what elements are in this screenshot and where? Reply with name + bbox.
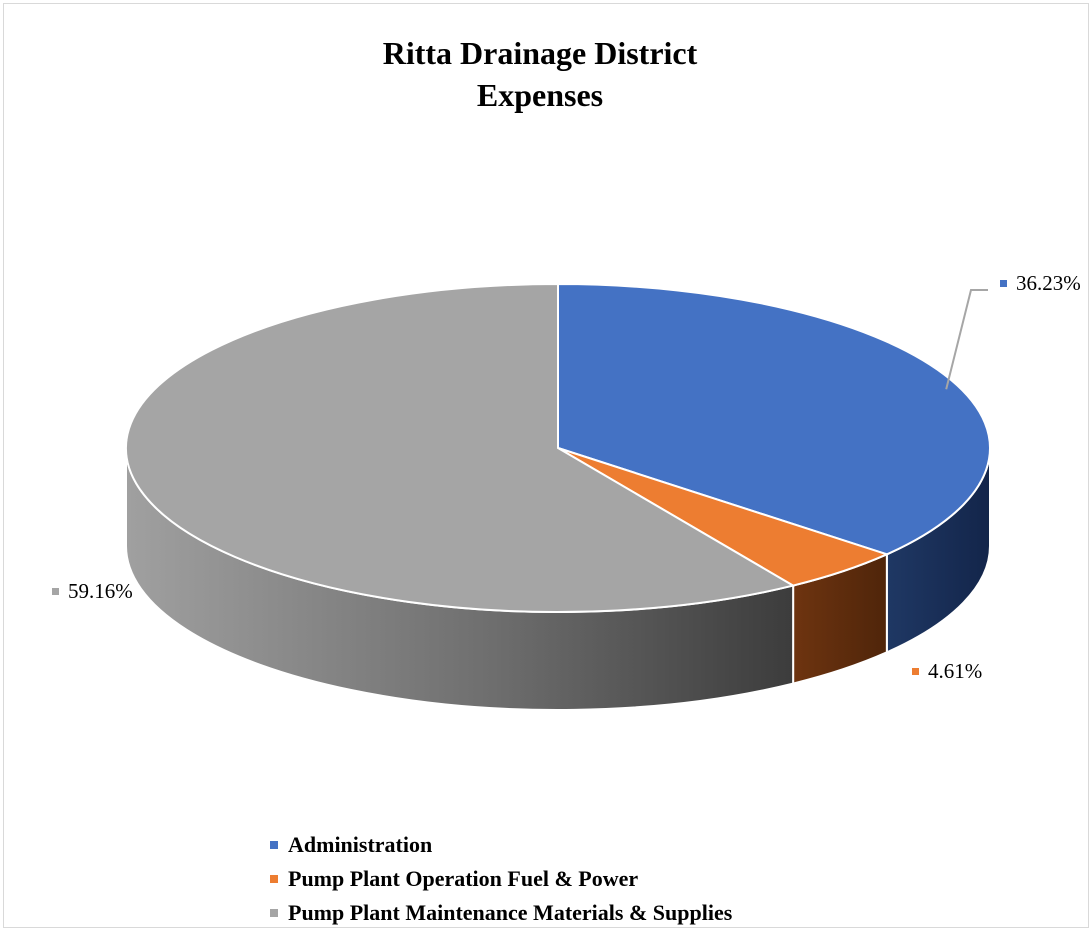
chart-title-line-1: Ritta Drainage District	[382, 35, 698, 71]
leader-line-administration	[945, 289, 988, 390]
pie-sides	[125, 447, 991, 711]
legend-item-maintenance: Pump Plant Maintenance Materials & Suppl…	[270, 896, 732, 930]
legend-label-fuel-power: Pump Plant Operation Fuel & Power	[288, 866, 639, 891]
pie-tops	[125, 282, 991, 613]
legend-item-administration: Administration	[270, 828, 732, 862]
chart-title-line-2: Expenses	[476, 77, 604, 113]
slice-top-administration	[557, 282, 991, 556]
data-label-fuel-power: 4.61%	[928, 659, 982, 683]
data-label-maintenance: 59.16%	[68, 579, 133, 603]
chart-title: Ritta Drainage District Expenses	[4, 32, 1076, 116]
data-label-administration: 36.23%	[1016, 271, 1081, 295]
legend-label-administration: Administration	[288, 832, 433, 857]
data-label-swatch-fuel-power	[912, 668, 919, 675]
legend-item-fuel-power: Pump Plant Operation Fuel & Power	[270, 862, 732, 896]
legend: Administration Pump Plant Operation Fuel…	[270, 828, 732, 930]
data-label-swatch-administration	[1000, 280, 1007, 287]
data-label-swatch-maintenance	[52, 588, 59, 595]
chart-area: Ritta Drainage District Expenses 36.23% 4…	[3, 3, 1089, 928]
legend-swatch-maintenance	[270, 909, 278, 917]
legend-swatch-fuel-power	[270, 875, 278, 883]
pie-chart: 36.23% 4.61% 59.16%	[52, 271, 1081, 711]
legend-swatch-administration	[270, 841, 278, 849]
slice-top-maintenance	[125, 282, 796, 613]
legend-label-maintenance: Pump Plant Maintenance Materials & Suppl…	[288, 900, 733, 925]
pie-data-labels: 36.23% 4.61% 59.16%	[52, 271, 1081, 683]
